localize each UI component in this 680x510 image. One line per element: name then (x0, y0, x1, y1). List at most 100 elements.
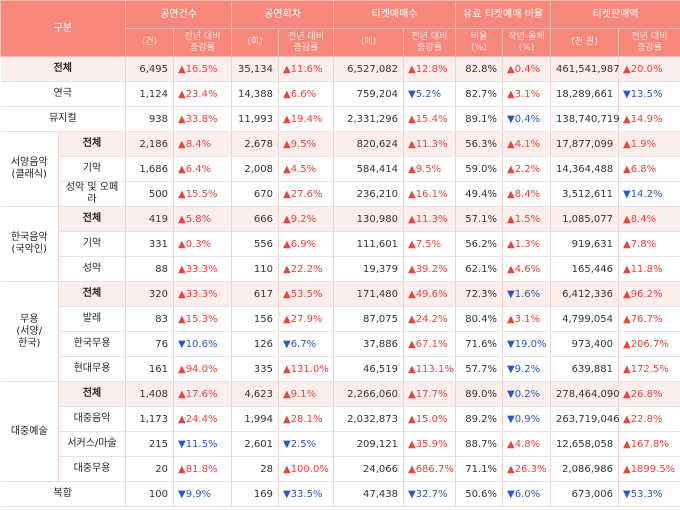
change-cell: ▲67.1% (403, 331, 456, 357)
change-cell: ▲14.9% (618, 106, 680, 132)
value-cell: 80.4% (455, 306, 503, 332)
value-cell: 35,134 (231, 56, 279, 82)
group-header: 티켓판매액 (550, 0, 680, 29)
row: 성악 및 오페라 500 ▲15.5% 670 ▲27.6% 236,210 ▲16.1% 4… (1, 181, 680, 207)
value-cell: 130,980 (333, 206, 404, 232)
change-cell: ▼11.5% (173, 431, 232, 457)
change-cell: ▲16.5% (173, 56, 232, 82)
row-label: 현대무용 (58, 356, 126, 382)
value-cell: 666 (231, 206, 279, 232)
value-cell: 335 (231, 356, 279, 382)
value-cell: 57.1% (455, 206, 503, 232)
row: 한국음악 (국악인) 전체 419 ▲5.8% 666 ▲9.2% 130,980 ▲11.3… (0, 206, 680, 282)
change-cell: ▲1.5% (502, 206, 551, 232)
table-body: 전체 6,495 ▲16.5% 35,134 ▲11.6% 6,527,082 ▲12.8%… (0, 56, 680, 507)
value-cell: 89.1% (455, 106, 503, 132)
value-cell: 62.1% (455, 256, 503, 282)
value-cell: 11,993 (231, 106, 279, 132)
value-cell: 639,881 (550, 356, 619, 382)
value-cell: 2,678 (231, 131, 279, 157)
change-cell: ▲27.9% (278, 306, 334, 332)
row: 기악 1,686 ▲6.4% 2,008 ▲4.5% 584,414 ▲9.5% 59.0% ▲… (1, 156, 680, 182)
change-cell: ▲9.5% (403, 156, 456, 182)
change-cell: ▲15.4% (403, 106, 456, 132)
change-cell: ▲15.5% (173, 181, 232, 207)
value-cell: 4,799,054 (550, 306, 619, 332)
change-cell: ▲5.8% (173, 206, 232, 232)
value-cell: 1,085,077 (550, 206, 619, 232)
row-label: 서커스/마술 (58, 431, 126, 457)
row-label: 전체 (58, 281, 126, 307)
change-cell: ▲6.9% (278, 231, 334, 257)
corner-header: 구분 (0, 0, 126, 57)
row-label: 대중음악 (58, 406, 126, 432)
change-cell: ▲7.8% (618, 231, 680, 257)
change-cell: ▲1.3% (502, 231, 551, 257)
subheader: 작년-올해 (%) (502, 28, 551, 57)
value-cell: 331 (125, 231, 174, 257)
value-cell: 236,210 (333, 181, 404, 207)
change-cell: ▲19.4% (278, 106, 334, 132)
row: 무용 (서양/ 한국) 전체 320 ▲33.3% 617 ▲53.5% 171,480 ▲4… (0, 281, 680, 382)
value-cell: 71.1% (455, 456, 503, 482)
value-cell: 100 (125, 481, 174, 507)
row-label: 발레 (58, 306, 126, 332)
value-cell: 4,623 (231, 381, 279, 407)
row-label: 기악 (58, 231, 126, 257)
change-cell: ▼2.5% (278, 431, 334, 457)
change-cell: ▲11.3% (403, 131, 456, 157)
value-cell: 20 (125, 456, 174, 482)
value-cell: 584,414 (333, 156, 404, 182)
value-cell: 83 (125, 306, 174, 332)
change-cell: ▲686.7% (403, 456, 456, 482)
row: 성악 88 ▲33.3% 110 ▲22.2% 19,379 ▲39.2% 62.1% ▲4.6… (1, 256, 680, 282)
value-cell: 215 (125, 431, 174, 457)
change-cell: ▲3.1% (502, 306, 551, 332)
value-cell: 50.6% (455, 481, 503, 507)
change-cell: ▲131.0% (278, 356, 334, 382)
change-cell: ▲1899.5% (618, 456, 680, 482)
change-cell: ▲100.0% (278, 456, 334, 482)
value-cell: 47,438 (333, 481, 404, 507)
group-label: 서양음악 (클래식) (0, 131, 59, 207)
value-cell: 165,446 (550, 256, 619, 282)
value-cell: 49.4% (455, 181, 503, 207)
change-cell: ▲12.8% (403, 56, 456, 82)
change-cell: ▲33.8% (173, 106, 232, 132)
value-cell: 2,331,296 (333, 106, 404, 132)
value-cell: 12,658,058 (550, 431, 619, 457)
change-cell: ▲35.9% (403, 431, 456, 457)
subheader: 비율 (%) (455, 28, 503, 57)
table-header: 구분 공연건수 공연회차 티켓예매수 유료 티켓예매 비율 티켓판매액 (건) 전년 대비 증… (0, 0, 680, 57)
change-cell: ▲26.8% (618, 381, 680, 407)
subheader: 전년 대비 증감률 (173, 28, 232, 57)
value-cell: 110 (231, 256, 279, 282)
value-cell: 161 (125, 356, 174, 382)
change-cell: ▲27.6% (278, 181, 334, 207)
value-cell: 6,495 (125, 56, 174, 82)
change-cell: ▲8.4% (502, 181, 551, 207)
value-cell: 419 (125, 206, 174, 232)
value-cell: 28 (231, 456, 279, 482)
value-cell: 673,006 (550, 481, 619, 507)
change-cell: ▼19.0% (502, 331, 551, 357)
row-label: 전체 (58, 381, 126, 407)
change-cell: ▲23.4% (173, 81, 232, 107)
value-cell: 973,400 (550, 331, 619, 357)
change-cell: ▲4.6% (502, 256, 551, 282)
row-label: 연극 (0, 81, 126, 107)
change-cell: ▼6.0% (502, 481, 551, 507)
change-cell: ▲172.5% (618, 356, 680, 382)
group-header: 유료 티켓예매 비율 (455, 0, 551, 29)
value-cell: 500 (125, 181, 174, 207)
change-cell: ▼9.9% (173, 481, 232, 507)
change-cell: ▲53.5% (278, 281, 334, 307)
row: 연극 1,124 ▲23.4% 14,388 ▲6.6% 759,204 ▼5.2% 82.7… (0, 81, 680, 107)
value-cell: 3,512,611 (550, 181, 619, 207)
value-cell: 556 (231, 231, 279, 257)
value-cell: 57.7% (455, 356, 503, 382)
group-header: 공연건수 (125, 0, 232, 29)
change-cell: ▲0.3% (173, 231, 232, 257)
value-cell: 171,480 (333, 281, 404, 307)
